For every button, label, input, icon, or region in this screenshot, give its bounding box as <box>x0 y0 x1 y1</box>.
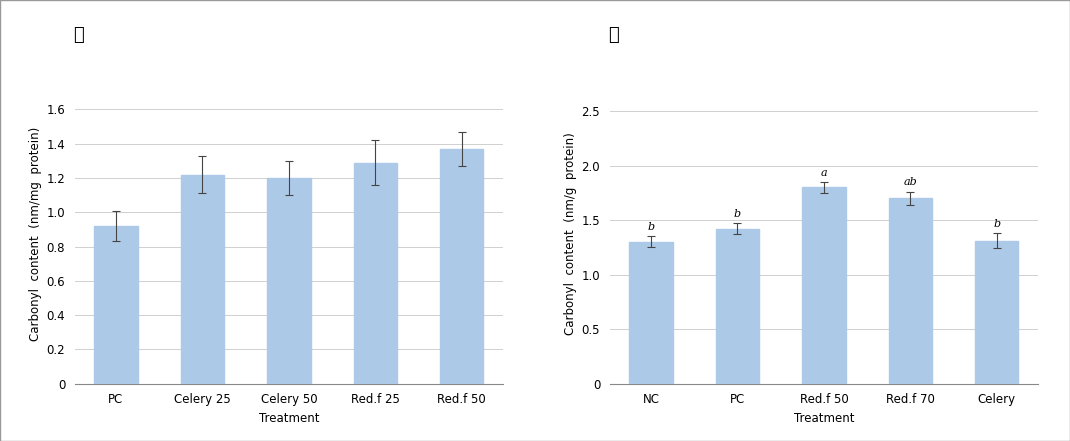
X-axis label: Treatment: Treatment <box>794 412 854 425</box>
Text: a: a <box>821 168 827 178</box>
Bar <box>268 178 310 384</box>
Bar <box>802 187 845 384</box>
Bar <box>716 229 759 384</box>
Bar <box>629 242 673 384</box>
Text: b: b <box>993 219 1000 229</box>
Bar <box>181 175 224 384</box>
Text: b: b <box>647 222 655 232</box>
Text: ab: ab <box>903 177 917 187</box>
Bar <box>440 149 484 384</box>
Text: 가: 가 <box>73 26 83 44</box>
Bar <box>354 163 397 384</box>
Y-axis label: Carbonyl  content  (nm/mg  protein): Carbonyl content (nm/mg protein) <box>29 127 42 341</box>
X-axis label: Treatment: Treatment <box>259 412 319 425</box>
Text: b: b <box>734 209 742 219</box>
Y-axis label: Carbonyl  content  (nm/g  protein): Carbonyl content (nm/g protein) <box>564 132 578 335</box>
Bar <box>94 226 138 384</box>
Text: 나: 나 <box>608 26 618 44</box>
Bar <box>975 241 1019 384</box>
Bar <box>889 198 932 384</box>
